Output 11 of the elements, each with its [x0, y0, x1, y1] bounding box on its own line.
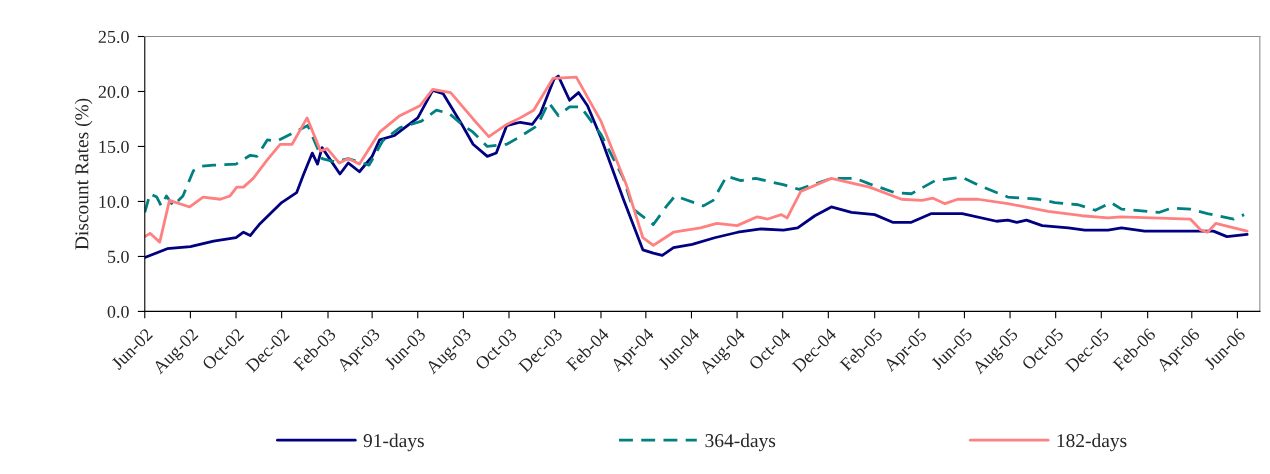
legend-label: 91-days: [363, 433, 424, 452]
y-tick-label: 5.0: [107, 250, 129, 263]
y-tick-label: 0.0: [107, 305, 129, 318]
legend-label: 182-days: [1057, 433, 1127, 452]
y-tick-label: 10.0: [99, 195, 129, 208]
y-axis-title: Discount Rates (%): [74, 98, 93, 250]
legend-label: 364-days: [705, 433, 776, 452]
y-tick-label: 20.0: [98, 85, 129, 98]
line-series: [144, 101, 1246, 226]
y-tick-label: 15.0: [99, 140, 129, 153]
y-tick-label: 25.0: [98, 30, 129, 44]
